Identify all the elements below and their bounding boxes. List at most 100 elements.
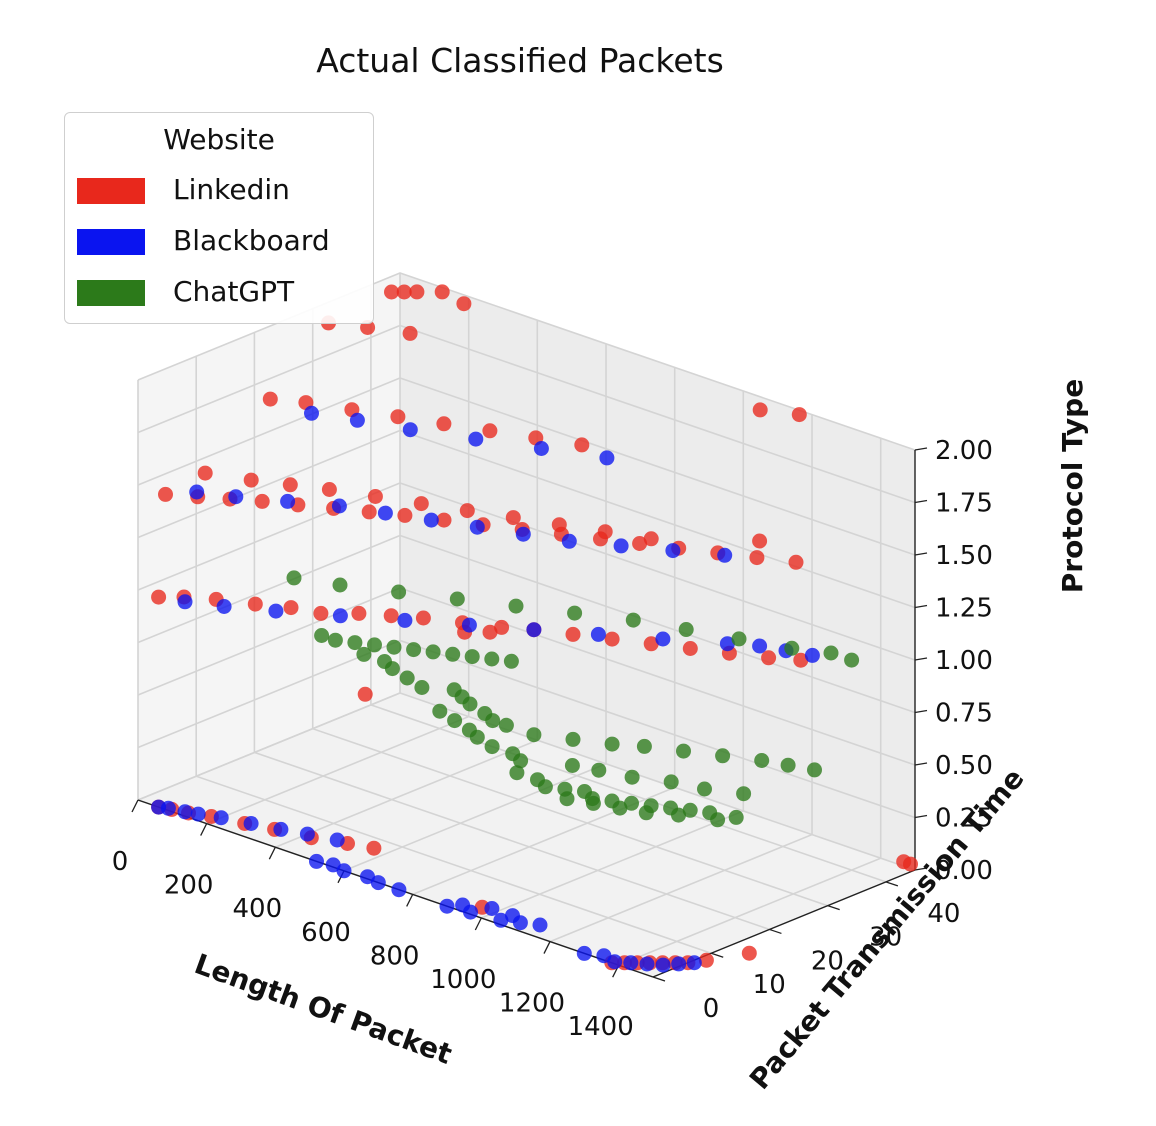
data-point-blackboard <box>177 594 193 610</box>
data-point-linkedin <box>643 636 659 652</box>
data-point-blackboard <box>216 599 232 614</box>
data-point-blackboard <box>719 636 735 652</box>
legend-title: Website <box>163 123 275 156</box>
data-point-linkedin <box>313 605 329 621</box>
data-point-linkedin <box>434 284 450 300</box>
data-point-chatgpt <box>447 713 463 729</box>
data-point-chatgpt <box>728 809 744 825</box>
data-point-blackboard <box>717 547 733 563</box>
data-point-blackboard <box>804 647 820 663</box>
data-point-chatgpt <box>671 807 686 823</box>
data-point-chatgpt <box>425 644 441 660</box>
data-point-blackboard <box>336 863 352 879</box>
z-tick <box>914 762 928 766</box>
data-point-linkedin <box>383 608 399 624</box>
data-point-chatgpt <box>384 661 400 677</box>
data-point-blackboard <box>639 956 655 972</box>
data-point-chatgpt <box>736 786 752 802</box>
data-point-blackboard <box>613 538 629 554</box>
data-point-chatgpt <box>314 628 330 643</box>
data-point-linkedin <box>643 531 659 547</box>
data-point-linkedin <box>698 952 714 968</box>
z-tick <box>914 867 928 871</box>
data-point-chatgpt <box>565 731 581 747</box>
z-tick-label: 0.25 <box>935 804 993 834</box>
y-tick-label: 30 <box>869 923 902 953</box>
data-point-linkedin <box>482 624 498 640</box>
data-point-chatgpt <box>559 791 575 807</box>
data-point-linkedin <box>351 605 367 621</box>
chart-title: Actual Classified Packets <box>316 41 724 80</box>
data-point-blackboard <box>331 498 347 514</box>
z-tick-label: 1.75 <box>935 489 993 519</box>
data-point-linkedin <box>749 550 765 566</box>
data-point-chatgpt <box>780 757 796 773</box>
data-point-blackboard <box>213 810 229 826</box>
data-point-blackboard <box>468 431 484 447</box>
data-point-chatgpt <box>367 637 382 653</box>
data-point-linkedin <box>158 486 173 502</box>
y-tick <box>769 928 782 935</box>
data-point-blackboard <box>370 875 386 891</box>
data-point-blackboard <box>596 948 612 964</box>
data-point-linkedin <box>574 437 590 453</box>
data-point-linkedin <box>459 503 475 519</box>
data-point-blackboard <box>576 945 592 961</box>
data-point-chatgpt <box>414 680 430 695</box>
data-point-chatgpt <box>449 591 465 607</box>
data-point-chatgpt <box>807 762 822 778</box>
data-point-chatgpt <box>624 795 639 811</box>
data-point-linkedin <box>793 652 809 668</box>
data-point-chatgpt <box>638 805 654 821</box>
data-point-linkedin <box>409 284 425 300</box>
data-point-blackboard <box>671 956 687 972</box>
data-point-blackboard <box>177 804 193 820</box>
legend-label-blackboard: Blackboard <box>173 224 330 257</box>
data-point-chatgpt <box>567 605 583 621</box>
z-tick <box>914 499 928 504</box>
data-point-chatgpt <box>731 631 747 647</box>
data-point-blackboard <box>686 955 702 971</box>
data-point-linkedin <box>752 402 768 418</box>
data-point-chatgpt <box>356 646 372 662</box>
data-point-linkedin <box>357 686 373 702</box>
data-point-chatgpt <box>484 651 500 667</box>
z-tick <box>914 709 928 714</box>
data-point-blackboard <box>273 821 289 837</box>
data-point-linkedin <box>282 477 298 493</box>
x-tick-label: 1400 <box>568 1012 634 1042</box>
z-tick <box>914 552 928 556</box>
data-point-blackboard <box>304 405 319 421</box>
x-tick-label: 400 <box>233 894 283 924</box>
data-point-linkedin <box>247 596 263 612</box>
data-point-linkedin <box>151 589 167 605</box>
data-point-linkedin <box>243 472 259 488</box>
data-point-blackboard <box>461 617 477 633</box>
data-point-blackboard <box>515 526 531 542</box>
data-point-chatgpt <box>591 762 607 778</box>
data-point-linkedin <box>397 507 413 523</box>
data-point-blackboard <box>590 626 606 642</box>
data-point-linkedin <box>436 512 452 528</box>
data-point-blackboard <box>561 533 577 549</box>
data-point-blackboard <box>189 484 205 500</box>
data-point-linkedin <box>367 489 383 504</box>
x-tick-label: 0 <box>112 847 129 877</box>
data-point-linkedin <box>682 641 698 656</box>
data-point-chatgpt <box>399 670 415 686</box>
data-point-linkedin <box>413 496 429 512</box>
data-point-linkedin <box>551 517 567 533</box>
z-tick <box>914 447 928 451</box>
data-point-chatgpt <box>432 703 448 719</box>
data-point-chatgpt <box>526 727 542 743</box>
x-tick <box>268 846 276 860</box>
z-tick-label: 1.00 <box>935 646 993 676</box>
data-point-chatgpt <box>513 753 529 769</box>
data-point-chatgpt <box>484 739 500 755</box>
y-tick <box>652 976 666 982</box>
y-tick <box>827 905 840 911</box>
z-gridline <box>137 324 916 504</box>
y-tick <box>711 952 724 958</box>
data-point-chatgpt <box>625 612 641 628</box>
z-tick <box>914 657 928 661</box>
